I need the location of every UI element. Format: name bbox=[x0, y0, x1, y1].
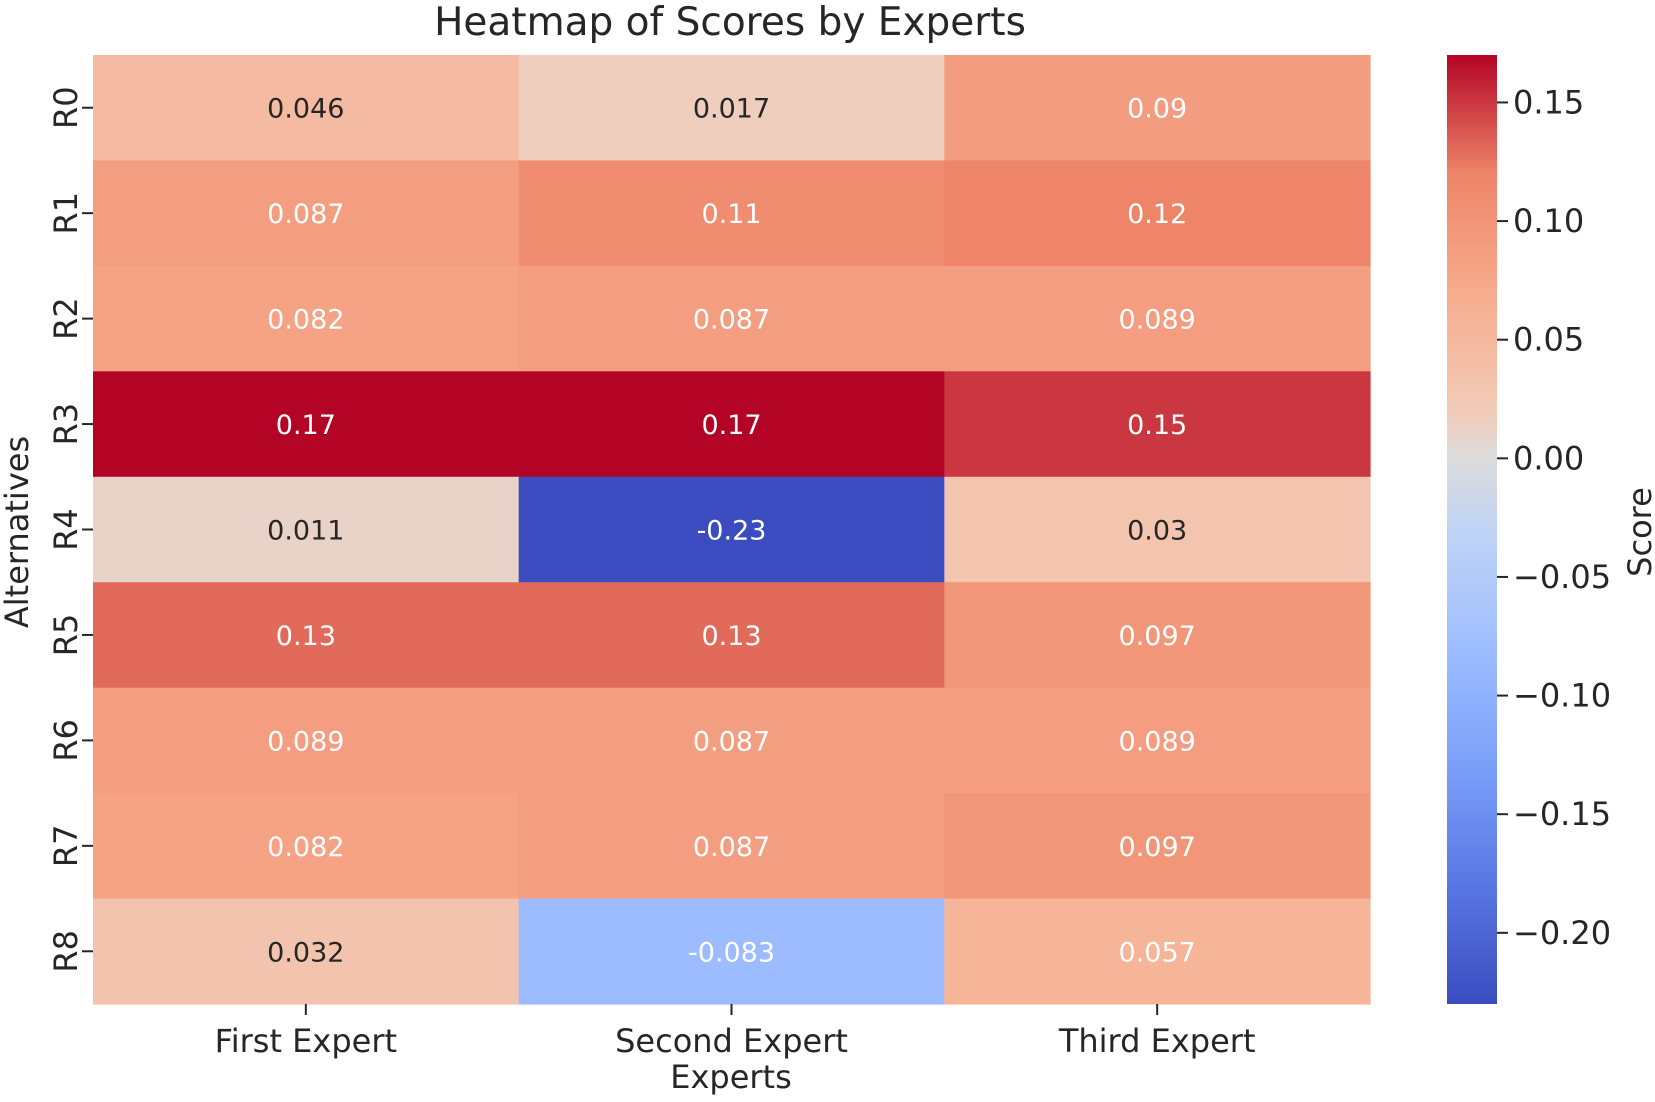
heatmap-cell bbox=[93, 55, 520, 162]
heatmap-cell-label: 0.03 bbox=[1127, 516, 1187, 547]
heatmap-cell bbox=[944, 265, 1371, 372]
colorbar-tick-label: 0.15 bbox=[1513, 83, 1584, 121]
x-tick-label: First Expert bbox=[215, 1022, 397, 1060]
colorbar-tick-label: −0.05 bbox=[1513, 558, 1611, 596]
heatmap-cell-label: -0.083 bbox=[688, 937, 775, 968]
heatmap-cell-label: 0.097 bbox=[1119, 832, 1196, 863]
heatmap-cell-label: 0.17 bbox=[276, 410, 336, 441]
heatmap-cell-labels: 0.046 0.017 0.09 0.087 0.11 0.12 0.082 0.087 0.0… bbox=[267, 94, 1196, 969]
heatmap-cell bbox=[944, 160, 1371, 267]
heatmap-cell bbox=[944, 582, 1371, 689]
x-axis: First Expert Second Expert Third Expert bbox=[215, 1004, 1256, 1060]
heatmap-cell bbox=[93, 793, 520, 900]
heatmap-cell bbox=[93, 687, 520, 794]
heatmap-cell-label: 0.087 bbox=[693, 726, 770, 757]
heatmap-cell-label: 0.017 bbox=[693, 94, 770, 125]
heatmap-cell bbox=[93, 898, 520, 1005]
chart-title: Heatmap of Scores by Experts bbox=[434, 0, 1026, 45]
heatmap-cell-label: 0.082 bbox=[267, 832, 344, 863]
heatmap-cell bbox=[518, 687, 945, 794]
heatmap-cell-label: 0.046 bbox=[267, 94, 344, 125]
heatmap-cells bbox=[93, 55, 1371, 1005]
heatmap-cell bbox=[93, 160, 520, 267]
heatmap-cell bbox=[518, 476, 945, 583]
heatmap-cell-label: 0.089 bbox=[1119, 726, 1196, 757]
heatmap-cell-label: 0.11 bbox=[701, 199, 761, 230]
heatmap-cell bbox=[518, 898, 945, 1005]
colorbar-tick-label: −0.10 bbox=[1513, 677, 1611, 715]
colorbar-tick-label: −0.20 bbox=[1513, 914, 1611, 952]
heatmap-cell-label: 0.13 bbox=[701, 621, 761, 652]
heatmap-cell bbox=[518, 55, 945, 162]
heatmap-cell bbox=[944, 55, 1371, 162]
heatmap-cell-label: 0.087 bbox=[267, 199, 344, 230]
heatmap-cell-label: 0.15 bbox=[1127, 410, 1187, 441]
x-axis-label: Experts bbox=[670, 1058, 792, 1096]
y-axis: R0 R1 R2 R3 R4 R5 R6 R7 R8 bbox=[47, 86, 93, 973]
colorbar-tick-label: 0.05 bbox=[1513, 321, 1584, 359]
heatmap-cell-label: -0.23 bbox=[697, 516, 767, 547]
heatmap-cell bbox=[518, 371, 945, 478]
y-tick-label: R3 bbox=[47, 403, 85, 446]
heatmap-cell-label: 0.087 bbox=[693, 305, 770, 336]
heatmap-cell bbox=[944, 793, 1371, 900]
heatmap-cell bbox=[93, 582, 520, 689]
heatmap-cell bbox=[944, 898, 1371, 1005]
heatmap-cell bbox=[944, 476, 1371, 583]
heatmap-cell-label: 0.089 bbox=[267, 726, 344, 757]
colorbar-tick-label: −0.15 bbox=[1513, 795, 1611, 833]
heatmap-cell bbox=[518, 265, 945, 372]
colorbar: 0.15 0.10 0.05 0.00 −0.05 −0.10 −0.15 −0.20 Sco… bbox=[1447, 55, 1655, 1004]
heatmap-cell-label: 0.087 bbox=[693, 832, 770, 863]
x-tick-label: Third Expert bbox=[1058, 1022, 1256, 1060]
y-tick-label: R7 bbox=[47, 825, 85, 868]
x-tick-label: Second Expert bbox=[615, 1022, 848, 1060]
heatmap-cell-label: 0.17 bbox=[701, 410, 761, 441]
heatmap-cell bbox=[518, 793, 945, 900]
heatmap-cell-label: 0.011 bbox=[267, 516, 344, 547]
y-tick-label: R5 bbox=[47, 614, 85, 657]
heatmap-cell-label: 0.032 bbox=[267, 937, 344, 968]
heatmap-cell bbox=[518, 582, 945, 689]
colorbar-gradient bbox=[1447, 55, 1497, 1004]
y-tick-label: R1 bbox=[47, 192, 85, 235]
y-tick-label: R0 bbox=[47, 86, 85, 129]
y-tick-label: R8 bbox=[47, 930, 85, 973]
heatmap-cell bbox=[93, 476, 520, 583]
heatmap-cell bbox=[518, 160, 945, 267]
heatmap-cell-label: 0.089 bbox=[1119, 305, 1196, 336]
heatmap-cell-label: 0.057 bbox=[1119, 937, 1196, 968]
colorbar-tick-label: 0.00 bbox=[1513, 439, 1584, 477]
heatmap-cell-label: 0.12 bbox=[1127, 199, 1187, 230]
y-tick-label: R2 bbox=[47, 297, 85, 340]
colorbar-tick-label: 0.10 bbox=[1513, 202, 1584, 240]
y-axis-label: Alternatives bbox=[0, 436, 36, 628]
heatmap-cell-label: 0.09 bbox=[1127, 94, 1187, 125]
heatmap-cell-label: 0.082 bbox=[267, 305, 344, 336]
heatmap-cell bbox=[944, 687, 1371, 794]
heatmap-cell-label: 0.097 bbox=[1119, 621, 1196, 652]
heatmap-cell bbox=[93, 371, 520, 478]
heatmap-cell bbox=[93, 265, 520, 372]
heatmap-cell-label: 0.13 bbox=[276, 621, 336, 652]
colorbar-ticks: 0.15 0.10 0.05 0.00 −0.05 −0.10 −0.15 −0.20 bbox=[1497, 83, 1611, 952]
y-tick-label: R4 bbox=[47, 508, 85, 551]
heatmap-cell bbox=[944, 371, 1371, 478]
y-tick-label: R6 bbox=[47, 719, 85, 762]
colorbar-label: Score bbox=[1621, 487, 1655, 577]
